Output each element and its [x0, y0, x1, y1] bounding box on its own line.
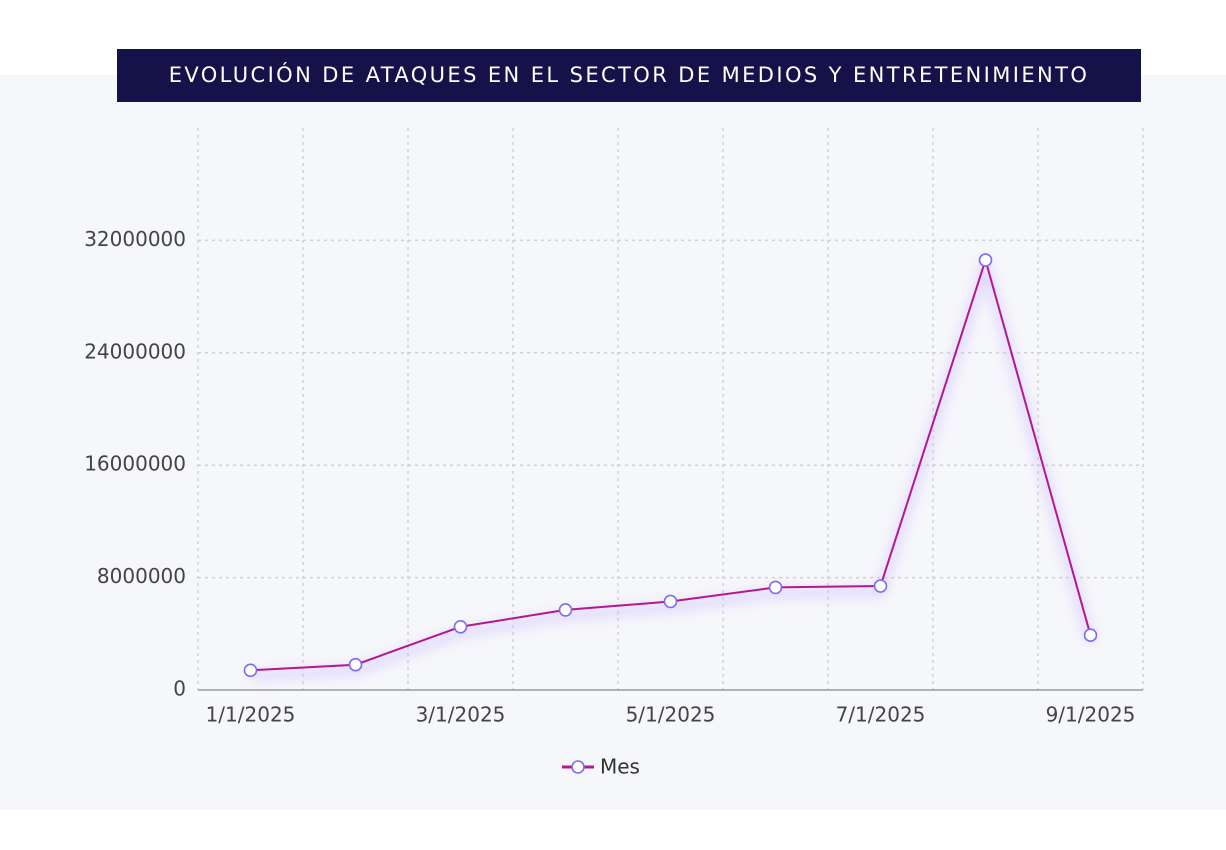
marker — [768, 580, 783, 595]
y-tick-label: 16000000 — [84, 452, 186, 476]
x-tick-label: 9/1/2025 — [1046, 703, 1136, 727]
marker — [453, 619, 468, 634]
marker — [348, 657, 363, 672]
y-tick-label: 32000000 — [84, 227, 186, 251]
marker — [978, 253, 993, 267]
x-tick-label: 7/1/2025 — [836, 703, 926, 727]
legend-label: Mes — [600, 755, 640, 779]
panel — [0, 75, 1226, 810]
marker — [558, 603, 573, 617]
y-tick-label: 24000000 — [84, 339, 186, 363]
x-tick-label: 1/1/2025 — [206, 703, 296, 727]
legend-marker — [571, 760, 585, 774]
plot: 0 8000000 16000000 24000000 32000000 1/1/2025… — [84, 128, 1144, 779]
marker — [873, 579, 888, 593]
chart-title: EVOLUCIÓN DE ATAQUES EN EL SECTOR DE MED… — [169, 62, 1090, 87]
y-tick-label: 0 — [173, 677, 186, 701]
y-tick-label: 8000000 — [97, 564, 186, 588]
x-tick-label: 5/1/2025 — [626, 703, 716, 727]
marker — [663, 594, 678, 609]
x-tick-label: 3/1/2025 — [416, 703, 506, 727]
marker — [1083, 628, 1098, 643]
title-box — [117, 49, 1141, 102]
marker — [243, 663, 258, 678]
